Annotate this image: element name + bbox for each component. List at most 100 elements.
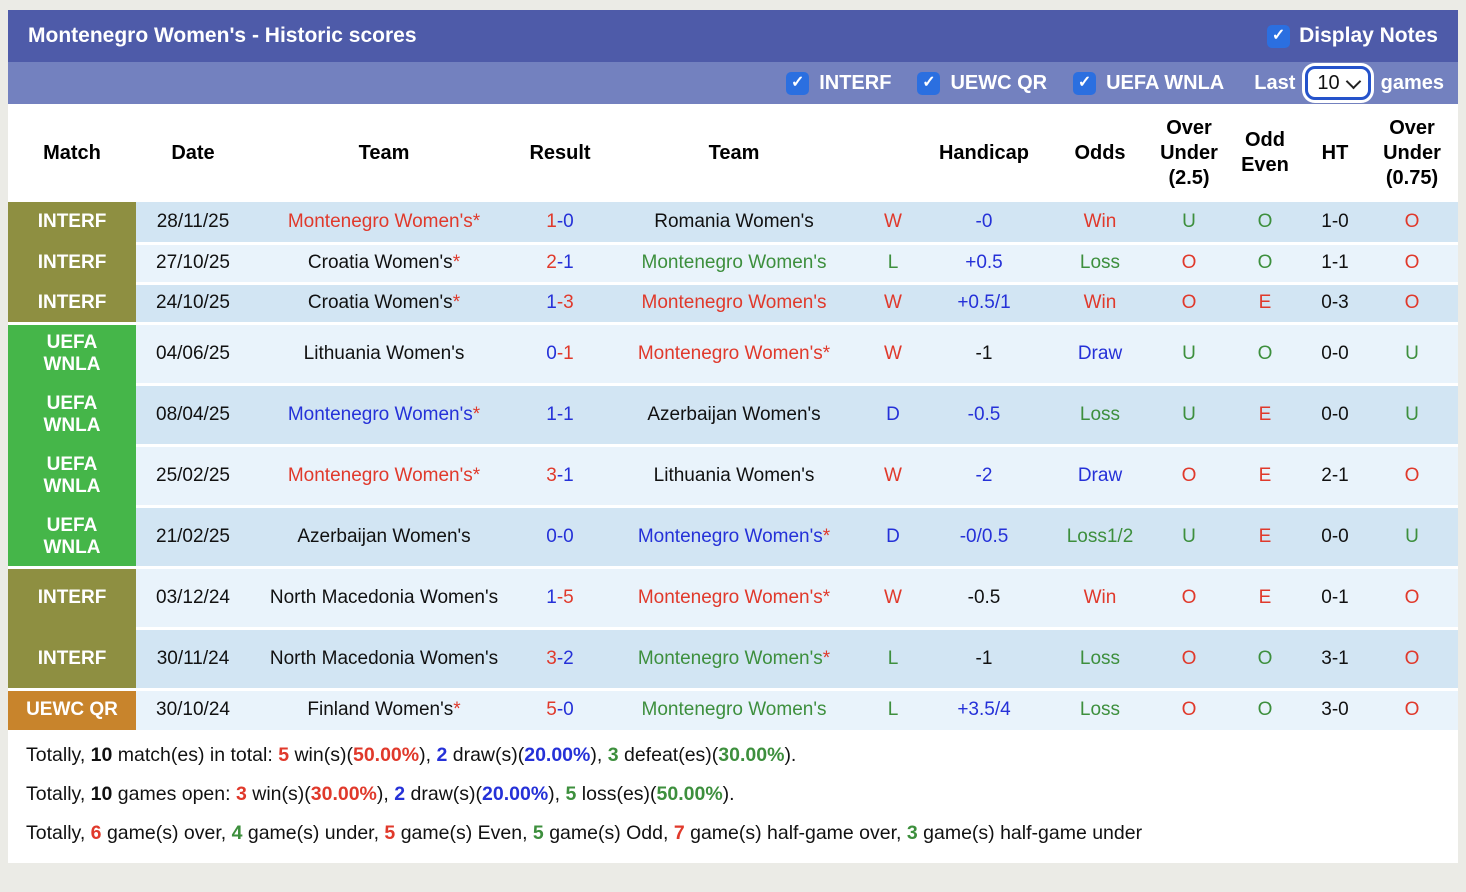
league-label-line: UEFA [46, 453, 98, 475]
competition-checkbox-interf[interactable]: ✓ [786, 71, 810, 95]
summary-text: games open: [112, 783, 236, 805]
display-notes-checkbox[interactable]: ✓ [1267, 24, 1291, 48]
home-team-cell: Croatia Women's * [250, 242, 518, 282]
home-star-marker: * [472, 210, 481, 232]
home-star-marker: * [453, 699, 461, 721]
odd-even-cell: O [1226, 627, 1304, 688]
table-row: UEWC QR 30/10/24 Finland Women's * 5 -0 Monten… [8, 688, 1458, 730]
odd-even-cell: E [1226, 444, 1304, 505]
competition-checkbox-uewc-qr[interactable]: ✓ [917, 71, 941, 95]
summary-text: ), [419, 744, 437, 766]
handicap-cell: +0.5 [920, 242, 1048, 282]
wdl-cell: W [866, 282, 920, 322]
summary-stat-value: 2 [436, 744, 448, 766]
away-team-cell: Montenegro Women's [602, 242, 866, 282]
display-notes-label: Display Notes [1299, 24, 1438, 47]
over-under-25-cell: U [1152, 322, 1226, 383]
table-row: INTERF 03/12/24 North Macedonia Women's 1 -5… [8, 566, 1458, 627]
summary-line: Totally, 6 game(s) over, 4 game(s) under… [26, 814, 1440, 853]
league-label-line: WNLA [43, 537, 101, 558]
summary-text: Totally, [26, 783, 91, 805]
home-team-cell: Montenegro Women's * [250, 444, 518, 505]
team-name: Croatia Women's [307, 292, 453, 314]
result-cell: 1 -5 [518, 566, 602, 627]
column-header-match: Match [43, 141, 101, 164]
summary-text: draw(s)( [405, 783, 483, 805]
date-cell: 28/11/25 [136, 202, 250, 242]
column-header-team: Team [708, 141, 760, 164]
games-label: games [1380, 71, 1444, 94]
summary-stat-value: 20.00% [482, 783, 549, 805]
score-right: -5 [556, 586, 574, 608]
summary-text: ), [376, 783, 395, 805]
competition-label-uewc-qr: UEWC QR [950, 71, 1048, 94]
odds-cell: Draw [1048, 444, 1152, 505]
league-label-line: UEFA [46, 392, 98, 414]
over-under-25-cell: U [1152, 505, 1226, 566]
score-right: -1 [556, 252, 574, 274]
match-league-badge: UEFA WNLA [8, 322, 136, 383]
league-label-line: UEFA [46, 514, 98, 536]
competition-label-uefa-wnla: UEFA WNLA [1106, 71, 1225, 94]
team-name: Montenegro Women's [287, 464, 473, 486]
over-under-075-cell: U [1366, 383, 1458, 444]
odds-cell: Loss1/2 [1048, 505, 1152, 566]
summary-text: Totally, [26, 744, 91, 766]
odd-even-cell: E [1226, 505, 1304, 566]
over-under-25-cell: O [1152, 566, 1226, 627]
league-label-line: WNLA [43, 476, 101, 497]
home-star-marker: * [822, 647, 831, 669]
competition-label-interf: INTERF [819, 71, 892, 94]
handicap-cell: -0/0.5 [920, 505, 1048, 566]
wdl-cell: W [866, 566, 920, 627]
score-left: 1 [546, 403, 557, 425]
result-cell: 0 -1 [518, 322, 602, 383]
summary-text: ), [548, 783, 566, 805]
match-league-badge: UEWC QR [8, 688, 136, 730]
over-under-075-cell: O [1366, 688, 1458, 730]
league-label-line: UEWC QR [26, 699, 118, 721]
check-icon: ✓ [922, 74, 936, 91]
over-under-25-cell: U [1152, 202, 1226, 242]
over-under-075-cell: O [1366, 282, 1458, 322]
table-row: UEFA WNLA 08/04/25 Montenegro Women's * 1 -1 Az… [8, 383, 1458, 444]
games-count-select[interactable]: 10 [1305, 66, 1371, 100]
summary-text: game(s) under, [242, 822, 385, 844]
away-team-cell: Lithuania Women's [602, 444, 866, 505]
away-team-cell: Montenegro Women's * [602, 505, 866, 566]
home-team-cell: Azerbaijan Women's [250, 505, 518, 566]
date-cell: 21/02/25 [136, 505, 250, 566]
column-header-unlabeled [866, 104, 920, 202]
half-time-cell: 0-1 [1304, 566, 1366, 627]
score-right: -2 [556, 647, 574, 669]
summary-text: ). [722, 783, 735, 805]
home-team-cell: Finland Women's * [250, 688, 518, 730]
away-team-cell: Montenegro Women's * [602, 322, 866, 383]
score-left: 2 [546, 252, 557, 274]
score-right: -3 [556, 292, 574, 314]
column-header-odd-even: Odd Even [1241, 129, 1289, 176]
summary-text: game(s) half-game over, [684, 822, 907, 844]
summary-text: ), [590, 744, 608, 766]
result-cell: 0 -0 [518, 505, 602, 566]
over-under-25-cell: O [1152, 627, 1226, 688]
competition-checkbox-uefa-wnla[interactable]: ✓ [1073, 71, 1097, 95]
odd-even-cell: E [1226, 566, 1304, 627]
wdl-cell: D [866, 383, 920, 444]
column-header-team: Team [358, 141, 410, 164]
team-name: Montenegro Women's [637, 647, 823, 669]
home-team-cell: Montenegro Women's * [250, 202, 518, 242]
odd-even-cell: E [1226, 282, 1304, 322]
summary-stat-value: 2 [394, 783, 406, 805]
home-team-cell: Croatia Women's * [250, 282, 518, 322]
summary-text: win(s)( [246, 783, 311, 805]
score-right: -1 [556, 342, 574, 364]
odds-cell: Loss [1048, 242, 1152, 282]
league-label-line: UEFA [46, 331, 98, 353]
score-right: -0 [556, 525, 574, 547]
league-label-line: WNLA [43, 354, 101, 375]
wdl-cell: L [866, 242, 920, 282]
table-row: INTERF 27/10/25 Croatia Women's * 2 -1 Montene… [8, 242, 1458, 282]
match-league-badge: INTERF [8, 202, 136, 242]
home-team-cell: Montenegro Women's * [250, 383, 518, 444]
